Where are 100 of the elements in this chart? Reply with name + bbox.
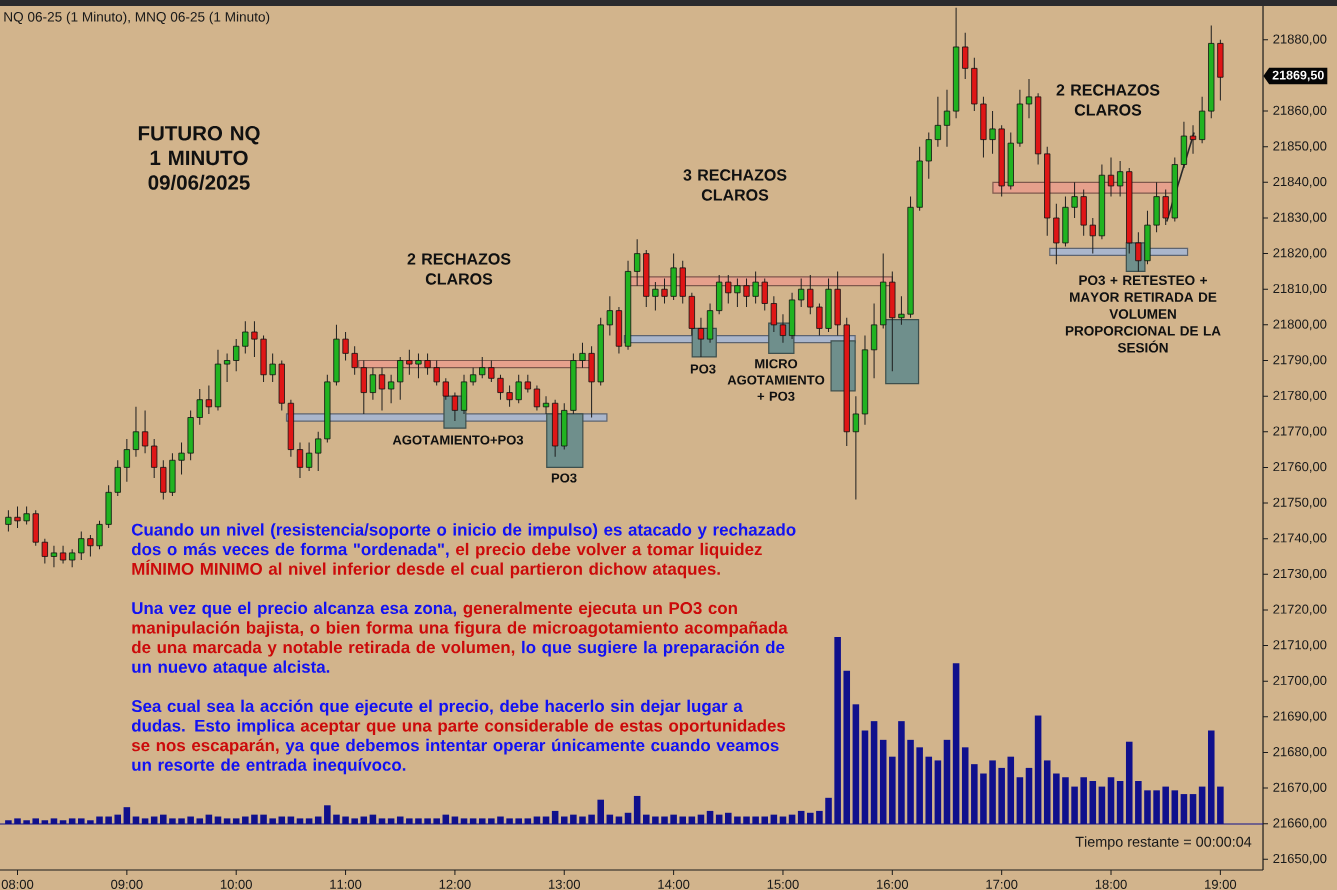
y-tick-label: 21680,00 (1273, 747, 1327, 758)
y-tick-label: 21880,00 (1273, 34, 1327, 46)
candlestick (233, 338, 240, 372)
annotation: NQ 06-25 (1 Minuto), MNQ 06-25 (1 Minuto) (4, 11, 270, 25)
y-tick-label: 21800,00 (1273, 319, 1327, 331)
candlestick (943, 89, 951, 148)
y-tick-label: 21720,00 (1273, 604, 1327, 616)
candlestick (178, 441, 185, 476)
text: aceptar que una parte considerable de estas oportunidades (300, 719, 786, 736)
y-tick-label: 21740,00 (1273, 533, 1327, 545)
candlestick (14, 506, 21, 529)
y-tick-label: 21790,00 (1273, 355, 1327, 366)
x-tick-label: 10:00 (220, 879, 252, 889)
candlestick (415, 352, 422, 379)
x-tick-label: 14:00 (658, 879, 690, 889)
y-tick-label: 21850,00 (1273, 141, 1327, 153)
annotation: PO3 (551, 473, 577, 483)
candlestick (770, 295, 777, 333)
x-tick-label: 18:00 (1095, 879, 1127, 889)
candlestick (752, 270, 759, 304)
candlestick (242, 320, 249, 354)
candlestick (87, 534, 94, 557)
candlestick (488, 360, 495, 383)
y-tick-label: 21830,00 (1273, 212, 1327, 224)
candlestick (515, 374, 522, 404)
candlestick (661, 278, 668, 304)
text: se nos escaparán, (131, 738, 279, 755)
y-tick-label: 21660,00 (1273, 818, 1327, 830)
candlestick (123, 438, 130, 483)
candlestick (1135, 231, 1142, 272)
candlestick (634, 238, 641, 287)
y-tick-label: 21730,00 (1273, 568, 1327, 580)
candlestick (369, 367, 377, 401)
y-tick-label: 21700,00 (1273, 675, 1327, 687)
candlestick (5, 509, 12, 533)
y-tick-label: 21690,00 (1273, 711, 1327, 723)
candlestick (223, 352, 231, 383)
candlestick (433, 360, 440, 386)
candlestick (1116, 160, 1124, 198)
candlestick (406, 349, 413, 376)
candlestick (442, 377, 449, 401)
candlestick (50, 545, 58, 568)
candlestick (132, 406, 140, 458)
candlestick (779, 313, 787, 344)
candlestick (1107, 156, 1115, 198)
candlestick (305, 441, 313, 472)
y-tick-label: 21820,00 (1273, 248, 1327, 259)
text: un nuevo ataque alcista. (132, 660, 330, 677)
x-tick-label: 15:00 (767, 879, 799, 889)
candlestick (205, 384, 212, 415)
annotation: 2 RECHAZOS CLAROS (1056, 84, 1160, 116)
candlestick (424, 352, 431, 376)
annotation: MICRO AGOTAMIENTO + PO3 (727, 359, 825, 401)
x-tick-label: 13:00 (548, 879, 581, 889)
candlestick (579, 342, 586, 369)
x-tick-label: 19:00 (1205, 879, 1237, 889)
candlestick (351, 345, 358, 376)
candlestick (962, 32, 969, 80)
candlestick (41, 538, 48, 565)
candlestick (798, 278, 805, 308)
x-tick-label: 08:00 (1, 879, 34, 889)
candlestick (506, 384, 513, 408)
x-tick-label: 16:00 (877, 879, 909, 889)
candlestick (606, 295, 613, 337)
text: lo que sugiere la preparación de (522, 640, 785, 657)
y-tick-label: 21750,00 (1273, 497, 1327, 509)
candlestick (151, 438, 158, 479)
candlestick (141, 409, 149, 454)
candlestick (251, 320, 258, 358)
y-tick-label: 21780,00 (1273, 390, 1327, 402)
annotation: Una vez que el precio alcanza esa zona, (132, 601, 457, 618)
candlestick (652, 281, 659, 312)
y-tick-label: 21810,00 (1273, 283, 1327, 295)
candlestick (387, 374, 395, 404)
x-tick-label: 12:00 (439, 879, 471, 889)
candlestick (1025, 78, 1033, 119)
candlestick (1071, 181, 1078, 219)
candlestick (497, 374, 504, 401)
candlestick (807, 274, 814, 315)
candlestick (725, 274, 732, 304)
candlestick (743, 278, 750, 308)
y-tick-label: 21650,00 (1273, 853, 1327, 865)
candlestick (378, 367, 386, 411)
candlestick (816, 303, 823, 337)
annotation: PO3 (690, 364, 716, 374)
y-tick-label: 21760,00 (1273, 462, 1327, 473)
candlestick (78, 531, 85, 561)
candlestick (852, 395, 859, 500)
annotation: 2 RECHAZOS CLAROS (407, 253, 511, 285)
candlestick (296, 441, 304, 479)
x-tick-label: 09:00 (111, 879, 143, 889)
candlestick (989, 110, 996, 155)
x-tick-label: 17:00 (986, 879, 1018, 889)
text: FUTURO NQ 1 MINUTO 09/06/2025 (138, 126, 260, 190)
y-tick-label: 21670,00 (1273, 782, 1327, 794)
candlestick (59, 545, 67, 565)
candlestick (734, 278, 741, 308)
text: 21869,50 (1272, 70, 1324, 82)
candlestick (196, 388, 203, 426)
candlestick (697, 317, 705, 358)
